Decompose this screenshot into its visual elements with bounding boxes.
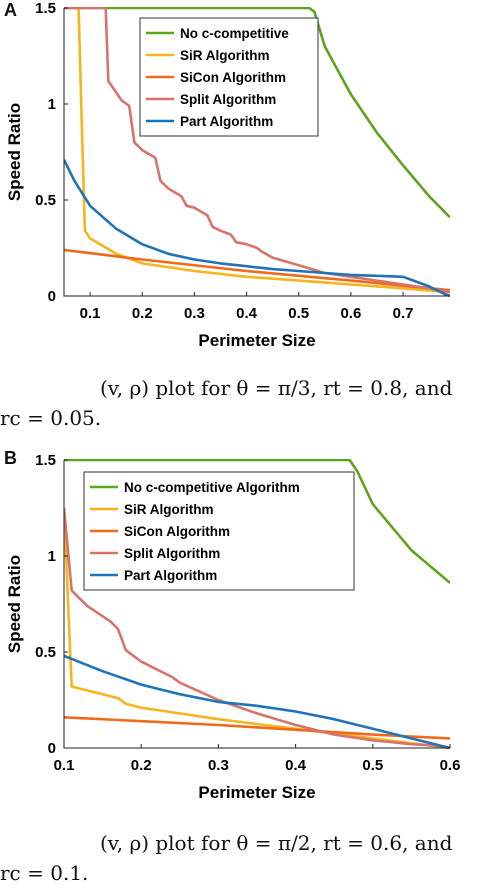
- line-chart-b: 0.1 0.2 0.3 0.4 0.5 0.6 0 0.5 1 1.5 Perimeter Size…: [5, 452, 461, 802]
- x-tick-label: 0.6: [440, 757, 461, 774]
- x-tick-label: 0.4: [285, 757, 307, 774]
- legend-label: Split Algorithm: [124, 546, 220, 561]
- x-tick-label: 0.4: [236, 305, 258, 322]
- x-tick-label: 0.1: [54, 757, 75, 774]
- series-line-split: [64, 507, 450, 749]
- legend-label: SiCon Algorithm: [124, 524, 230, 539]
- legend-label: No c-competitive Algorithm: [124, 480, 300, 495]
- y-tick-label: 1: [48, 548, 56, 565]
- caption-line-1: (v, ρ) plot for θ = π/2, rt = 0.6, and: [100, 831, 453, 855]
- series-line-sir: [77, 7, 450, 294]
- legend-label: Split Algorithm: [180, 92, 276, 107]
- x-tick-label: 0.5: [362, 757, 383, 774]
- y-tick-label: 1.5: [35, 452, 56, 469]
- y-axis-title: Speed Ratio: [5, 103, 24, 201]
- x-tick-label: 0.1: [80, 305, 101, 322]
- series-line-part: [64, 159, 450, 297]
- y-tick-label: 1.5: [35, 0, 56, 17]
- series-line-no_c: [64, 7, 450, 219]
- series-line-sicon: [64, 248, 450, 292]
- legend-box: [83, 471, 355, 591]
- legend-label: Part Algorithm: [180, 114, 273, 129]
- legend-label: Part Algorithm: [124, 568, 217, 583]
- legend-label: SiCon Algorithm: [180, 70, 286, 85]
- series-line-part: [64, 654, 450, 749]
- caption-a: (v, ρ) plot for θ = π/3, rt = 0.8, and r…: [0, 373, 498, 433]
- y-tick-label: 0.5: [35, 192, 56, 209]
- x-tick-label: 0.7: [393, 305, 414, 322]
- y-axis-title: Speed Ratio: [5, 555, 24, 653]
- x-tick-label: 0.3: [184, 305, 205, 322]
- x-axis-title: Perimeter Size: [198, 783, 315, 802]
- chart-panel-b: B 0.1 0.2 0.3 0.4 0.5 0.6 0 0.5 1 1.5 Perimeter Si…: [0, 448, 498, 808]
- y-tick-label: 0: [48, 740, 56, 757]
- chart-panel-a: A 0.1 0.2 0.3 0.4 0.5 0.6 0.7 0 0.5 1 1.5 Perimeter…: [0, 0, 498, 360]
- panel-letter: A: [4, 0, 17, 20]
- caption-b: (v, ρ) plot for θ = π/2, rt = 0.6, and r…: [0, 828, 498, 888]
- y-tick-label: 0.5: [35, 644, 56, 661]
- x-axis-title: Perimeter Size: [198, 331, 315, 350]
- legend-label: No c-competitive: [180, 26, 289, 41]
- caption-line-2: rc = 0.1.: [0, 861, 89, 885]
- caption-line-1: (v, ρ) plot for θ = π/3, rt = 0.8, and: [100, 376, 453, 400]
- caption-line-2: rc = 0.05.: [0, 406, 102, 430]
- x-tick-label: 0.6: [340, 305, 361, 322]
- x-tick-label: 0.2: [131, 757, 152, 774]
- panel-letter: B: [4, 448, 17, 468]
- legend-label: SiR Algorithm: [124, 502, 214, 517]
- series-line-sicon: [64, 716, 450, 740]
- line-chart-a: 0.1 0.2 0.3 0.4 0.5 0.6 0.7 0 0.5 1 1.5 Perimeter S…: [5, 0, 450, 350]
- series-line-no_c: [64, 459, 450, 584]
- y-tick-label: 1: [48, 96, 56, 113]
- x-tick-label: 0.5: [288, 305, 309, 322]
- x-tick-label: 0.2: [132, 305, 153, 322]
- legend-label: SiR Algorithm: [180, 48, 270, 63]
- x-tick-label: 0.3: [208, 757, 229, 774]
- y-tick-label: 0: [48, 288, 56, 305]
